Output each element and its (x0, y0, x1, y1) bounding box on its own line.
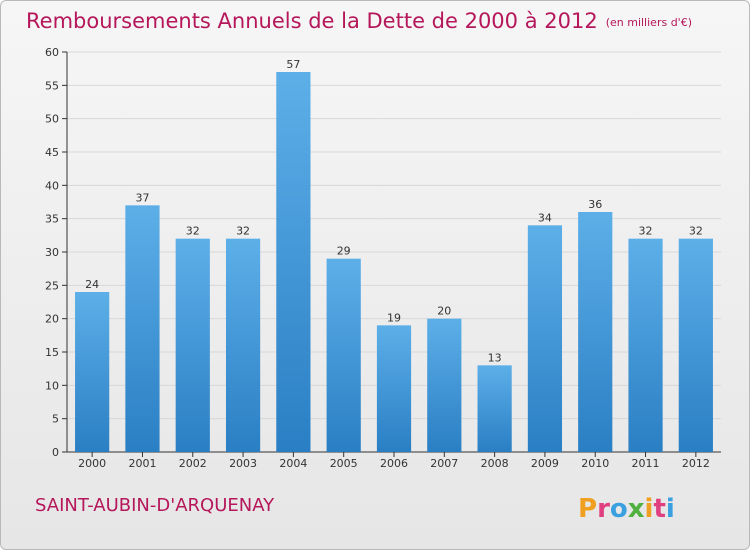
x-tick-label: 2009 (531, 457, 559, 470)
data-label: 32 (236, 225, 250, 238)
bar (628, 238, 663, 452)
bar (276, 72, 311, 452)
svg-text:Proxiti: Proxiti (578, 494, 675, 524)
bar (376, 325, 412, 452)
x-tick-label: 2007 (430, 457, 458, 470)
data-label: 57 (286, 58, 300, 71)
data-label: 36 (588, 198, 602, 211)
proxiti-logo: Proxiti (578, 494, 675, 524)
y-tick-label: 40 (45, 179, 59, 192)
x-tick-label: 2000 (78, 457, 106, 470)
x-tick-label: 2003 (229, 457, 257, 470)
y-tick-label: 25 (45, 279, 59, 292)
bar (326, 258, 361, 452)
data-label: 24 (85, 278, 99, 291)
bar (578, 212, 613, 452)
x-tick-label: 2011 (632, 457, 660, 470)
bar (75, 292, 110, 452)
y-tick-label: 60 (45, 46, 59, 59)
data-label: 19 (387, 311, 401, 324)
y-tick-label: 50 (45, 113, 59, 126)
bar (175, 238, 210, 452)
bar (427, 318, 462, 452)
bar (527, 225, 563, 452)
y-tick-label: 15 (45, 346, 59, 359)
data-label: 13 (488, 351, 502, 364)
data-label: 37 (135, 191, 149, 204)
y-tick-label: 55 (45, 79, 59, 92)
bar (225, 238, 261, 452)
y-tick-label: 5 (52, 413, 59, 426)
y-tick-label: 20 (45, 313, 59, 326)
x-tick-label: 2012 (682, 457, 710, 470)
x-tick-label: 2010 (581, 457, 609, 470)
bar (678, 238, 713, 452)
chart-title: Remboursements Annuels de la Dette de 20… (26, 9, 692, 33)
bar (125, 205, 160, 452)
data-label: 34 (538, 211, 552, 224)
bar (477, 365, 512, 452)
x-tick-label: 2002 (179, 457, 207, 470)
data-label: 20 (437, 305, 451, 318)
y-tick-label: 30 (45, 246, 59, 259)
chart-title-text: Remboursements Annuels de la Dette de 20… (26, 9, 598, 33)
y-tick-label: 35 (45, 213, 59, 226)
data-label: 29 (337, 245, 351, 258)
x-tick-label: 2008 (481, 457, 509, 470)
y-tick-label: 10 (45, 379, 59, 392)
town-name: SAINT-AUBIN-D'ARQUENAY (35, 495, 275, 516)
data-label: 32 (639, 225, 653, 238)
data-label: 32 (689, 225, 703, 238)
y-tick-label: 45 (45, 146, 59, 159)
x-tick-label: 2005 (330, 457, 358, 470)
chart-unit-label: (en milliers d'€) (605, 16, 692, 29)
x-tick-label: 2006 (380, 457, 408, 470)
data-label: 32 (186, 225, 200, 238)
x-tick-label: 2001 (128, 457, 156, 470)
y-tick-label: 0 (52, 446, 59, 459)
x-tick-label: 2004 (279, 457, 307, 470)
